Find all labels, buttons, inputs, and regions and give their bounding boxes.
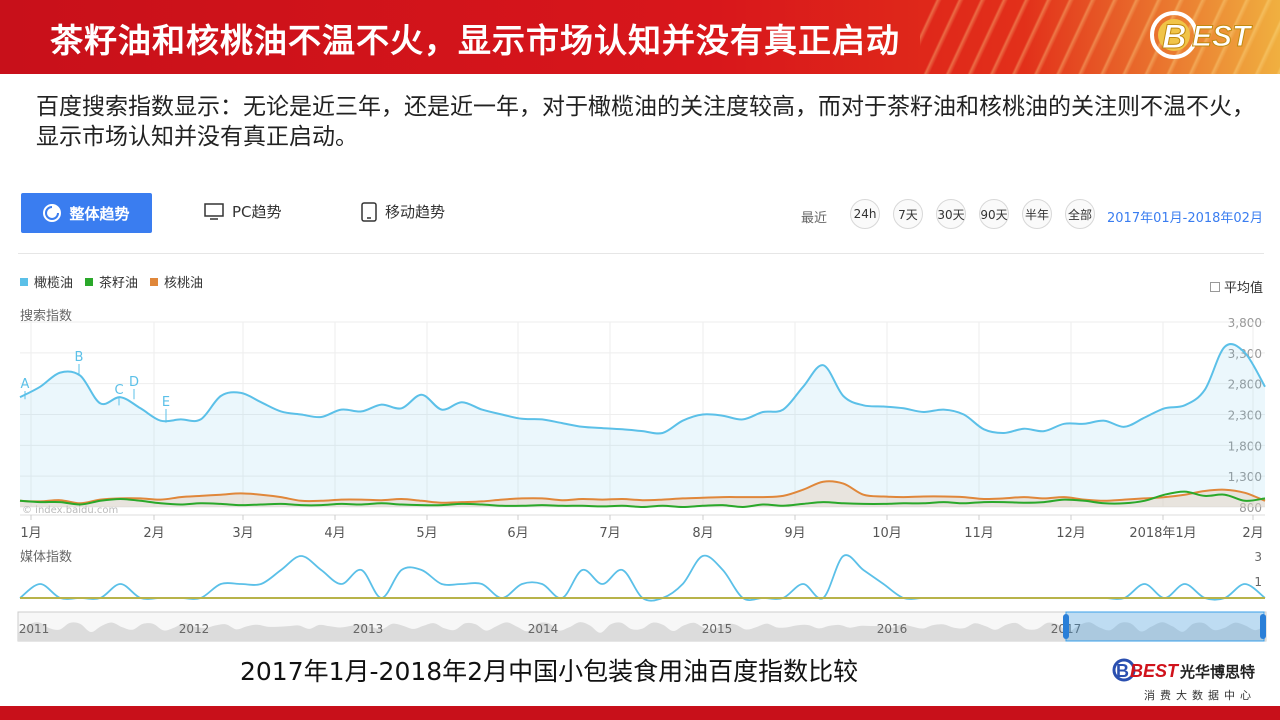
annotation-D: D [129, 375, 139, 390]
banner-decoration [920, 0, 1280, 74]
legend-swatch [20, 278, 28, 286]
intro-text: 百度搜索指数显示：无论是近三年，还是近一年，对于橄榄油的关注度较高，而对于茶籽油… [36, 94, 1255, 150]
footer-logo: B BEST 光华博思特 消费大数据中心 [1112, 658, 1256, 702]
range-button-7d[interactable]: 7天 [893, 199, 923, 229]
toolbar-divider [18, 253, 1264, 254]
x-tick-label: 4月 [324, 526, 345, 541]
overview-year-label: 2013 [353, 622, 384, 636]
range-button-90d[interactable]: 90天 [979, 199, 1009, 229]
average-label: 平均值 [1224, 281, 1264, 296]
x-tick-label: 12月 [1056, 526, 1086, 541]
overall-trend-button[interactable]: 整体趋势 [21, 193, 152, 233]
overview-year-label: 2012 [179, 622, 210, 636]
date-range[interactable]: 2017年01月-2018年02月 [1107, 211, 1263, 226]
tab-pc-label: PC趋势 [232, 203, 282, 221]
x-tick-label: 8月 [692, 526, 713, 541]
legend-swatch [85, 278, 94, 286]
x-tick-label: 3月 [232, 526, 253, 541]
walnut-line [19, 480, 1266, 505]
legend-label: 茶籽油 [99, 276, 139, 291]
overview-handle[interactable] [1063, 614, 1069, 639]
svg-text:EST: EST [1192, 20, 1253, 53]
tab-mobile-trend[interactable]: 移动趋势 [361, 201, 445, 222]
olive-area [20, 344, 1265, 507]
x-tick-label: 2月 [143, 526, 164, 541]
range-button-24h[interactable]: 24h [850, 199, 880, 229]
slide-title: 茶籽油和核桃油不温不火，显示市场认知并没有真正启动 [50, 21, 900, 60]
annotation-A: A [21, 377, 30, 392]
media-y-tick: 1 [1254, 575, 1262, 589]
annotation-E: E [162, 395, 170, 410]
legend-item-tea[interactable]: 茶籽油 [85, 272, 138, 291]
overview-handle[interactable] [1260, 614, 1266, 639]
overview-year-label: 2015 [702, 622, 733, 636]
x-tick-label: 7月 [599, 526, 620, 541]
legend-item-walnut[interactable]: 核桃油 [150, 272, 203, 291]
media-olive-line [19, 554, 1266, 602]
y-axis-label: 搜索指数 [20, 309, 72, 324]
olive-line [19, 343, 1266, 435]
overview-year-label: 2011 [19, 622, 50, 636]
range-button-30d[interactable]: 30天 [936, 199, 966, 229]
footer-bar [0, 706, 1280, 720]
average-checkbox[interactable] [1210, 281, 1220, 292]
footer-brand: BEST [1130, 661, 1180, 681]
x-tick-label: 1月 [20, 526, 41, 541]
recent-label: 最近 [801, 211, 828, 226]
legend-item-olive[interactable]: 橄榄油 [20, 272, 73, 291]
overview-year-label: 2016 [877, 622, 908, 636]
tab-pc-trend[interactable]: PC趋势 [204, 201, 282, 222]
legend-label: 橄榄油 [34, 276, 74, 291]
monitor-icon [204, 202, 224, 220]
svg-text:B: B [1116, 661, 1129, 681]
best-logo: B EST [1150, 11, 1254, 59]
tab-mobile-label: 移动趋势 [385, 203, 446, 221]
x-tick-label: 6月 [507, 526, 528, 541]
annotation-C: C [114, 383, 123, 398]
media-y-tick: 3 [1254, 550, 1262, 564]
overview-sparkline [18, 622, 1266, 641]
legend-label: 核桃油 [164, 276, 204, 291]
x-tick-label: 2018年1月 [1129, 526, 1196, 541]
media-axis-label: 媒体指数 [20, 550, 72, 565]
logo-text: B [1162, 18, 1187, 56]
range-button-half-year[interactable]: 半年 [1022, 199, 1052, 229]
x-tick-label: 2月 [1242, 526, 1263, 541]
footer-subtitle: 消费大数据中心 [1144, 688, 1256, 702]
x-tick-label: 10月 [872, 526, 902, 541]
title-banner: 茶籽油和核桃油不温不火，显示市场认知并没有真正启动 B EST [0, 0, 1280, 74]
x-tick-label: 9月 [784, 526, 805, 541]
tea-line [19, 490, 1266, 509]
legend-swatch [150, 278, 159, 286]
chart-caption: 2017年1月-2018年2月中国小包装食用油百度指数比较 [240, 657, 859, 686]
footer-company-name: 光华博思特 [1179, 663, 1255, 681]
y-tick-label: 3,800 [1228, 316, 1262, 330]
overall-trend-label: 整体趋势 [69, 204, 130, 223]
tablet-icon [361, 201, 377, 222]
chart-legend: 橄榄油 茶籽油 核桃油 [20, 272, 203, 291]
x-tick-label: 5月 [416, 526, 437, 541]
overview-year-label: 2014 [528, 622, 559, 636]
x-tick-label: 11月 [964, 526, 994, 541]
average-toggle[interactable]: 平均值 [1210, 277, 1263, 296]
overview-selection[interactable] [1065, 611, 1265, 642]
range-button-all[interactable]: 全部 [1065, 199, 1095, 229]
annotation-B: B [75, 350, 84, 365]
watermark: © index.baidu.com [22, 505, 118, 516]
pie-icon [43, 204, 62, 222]
